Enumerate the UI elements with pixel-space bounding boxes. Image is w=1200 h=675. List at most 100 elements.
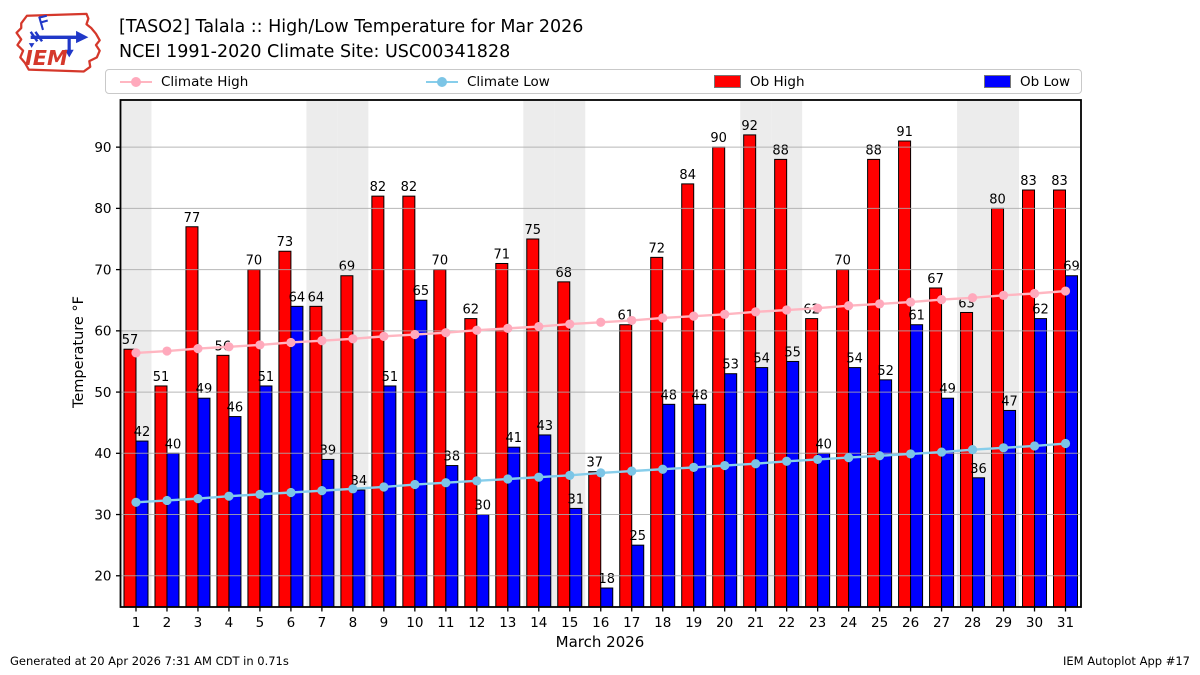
- iowa-outline-icon: IEM: [15, 12, 101, 73]
- ob-low-bar-day-26: [910, 324, 924, 608]
- y-axis-label: Temperature °F: [71, 295, 87, 409]
- climate-high-marker: [627, 315, 637, 326]
- bar-value-label: 64: [289, 290, 306, 305]
- climate-low-marker: [1029, 441, 1040, 451]
- x-tick-label: 13: [499, 615, 516, 631]
- ob-high-bar-day-1: [123, 348, 137, 608]
- bar-value-label: 70: [432, 254, 449, 269]
- ob-low-swatch-icon: [984, 75, 1011, 88]
- bar-value-label: 72: [648, 241, 665, 256]
- x-tick-label: 23: [809, 615, 826, 631]
- y-tick-label: 90: [94, 140, 111, 156]
- climate-low-marker: [224, 491, 234, 501]
- ob-low-bar-day-7: [321, 458, 335, 608]
- legend-item-climate-low: Climate Low: [426, 70, 550, 93]
- climate-high-marker: [565, 319, 575, 329]
- climate-low-marker: [286, 487, 296, 498]
- bar-value-label: 48: [660, 388, 677, 403]
- climate-low-marker: [131, 497, 141, 507]
- bar-value-label: 84: [679, 168, 696, 183]
- iem-logo-text: IEM: [25, 46, 68, 70]
- bar-value-label: 75: [525, 223, 542, 238]
- bar-value-label: 38: [444, 450, 461, 465]
- climate-low-marker: [875, 451, 885, 461]
- bar-value-label: 77: [184, 211, 201, 226]
- ob-low-bar-day-19: [693, 403, 707, 608]
- ob-low-bar-day-15: [569, 507, 583, 608]
- legend-item-ob-high: Ob High: [714, 70, 805, 93]
- bar-value-label: 54: [753, 352, 770, 367]
- climate-low-marker: [967, 445, 978, 455]
- x-tick-label: 5: [256, 615, 265, 631]
- climate-high-marker: [441, 328, 451, 338]
- bar-value-label: 47: [1001, 394, 1018, 409]
- app-credit: IEM Autoplot App #17: [1062, 654, 1190, 668]
- x-tick-label: 6: [287, 615, 296, 631]
- ob-low-bar-day-1: [135, 440, 149, 608]
- climate-high-line-icon: [120, 75, 152, 89]
- bar-value-label: 42: [134, 425, 151, 440]
- climate-low-marker: [844, 452, 854, 463]
- ob-low-bar-day-20: [724, 373, 738, 608]
- climate-low-marker: [782, 456, 792, 466]
- x-tick-label: 2: [163, 615, 172, 631]
- bar-value-label: 62: [463, 303, 480, 318]
- ob-low-bar-day-9: [383, 385, 397, 608]
- ob-high-bar-day-5: [247, 269, 261, 608]
- legend-item-climate-high: Climate High: [120, 70, 248, 93]
- climate-high-marker: [844, 301, 854, 311]
- climate-high-marker: [782, 305, 792, 315]
- ob-low-bar-day-30: [1034, 318, 1048, 608]
- bar-value-label: 68: [555, 266, 572, 281]
- bar-value-label: 69: [339, 260, 356, 275]
- bar-value-label: 46: [227, 401, 244, 416]
- climate-low-marker: [751, 459, 761, 469]
- bar-value-label: 51: [382, 370, 399, 385]
- climate-high-marker: [689, 311, 699, 321]
- bar-value-label: 55: [784, 345, 801, 360]
- x-tick-label: 4: [225, 615, 234, 631]
- legend-label: Climate High: [161, 73, 249, 90]
- ob-high-bar-day-30: [1022, 189, 1036, 608]
- climate-high-marker: [998, 290, 1009, 300]
- climate-low-marker: [534, 472, 544, 482]
- x-tick-label: 9: [380, 615, 389, 631]
- x-tick-label: 12: [468, 615, 485, 631]
- climate-low-marker: [255, 489, 265, 499]
- bar-value-label: 92: [741, 119, 758, 134]
- bar-value-label: 64: [308, 290, 325, 305]
- climate-low-marker: [1060, 438, 1071, 449]
- x-tick-label: 20: [716, 615, 733, 631]
- y-tick-label: 80: [94, 201, 111, 217]
- climate-low-line-icon: [426, 75, 458, 89]
- ob-high-bar-day-3: [185, 226, 199, 608]
- ob-high-bar-day-12: [464, 318, 478, 608]
- bar-value-label: 67: [927, 272, 944, 287]
- ob-high-bar-day-25: [867, 158, 881, 608]
- x-tick-label: 14: [530, 615, 547, 631]
- climate-high-marker: [1060, 286, 1071, 296]
- ob-high-bar-day-10: [402, 195, 416, 608]
- bar-value-label: 36: [970, 462, 987, 477]
- ob-low-bar-day-21: [755, 367, 769, 608]
- bar-value-label: 49: [939, 382, 956, 397]
- bar-value-label: 18: [598, 572, 615, 587]
- ob-high-bar-day-18: [650, 256, 664, 608]
- bar-value-label: 70: [246, 254, 263, 269]
- climate-high-marker: [905, 297, 916, 307]
- legend: Climate High Climate Low Ob High Ob Low: [105, 69, 1082, 94]
- bar-value-label: 57: [122, 333, 139, 348]
- climate-high-marker: [534, 321, 544, 332]
- bar-value-label: 83: [1051, 174, 1068, 189]
- bar-value-label: 91: [896, 125, 913, 140]
- x-tick-label: 29: [995, 615, 1012, 631]
- bar-value-label: 40: [165, 437, 182, 452]
- climate-low-marker: [565, 470, 575, 480]
- climate-low-marker: [472, 476, 482, 486]
- ob-low-bar-day-4: [228, 416, 242, 608]
- ob-high-bar-day-4: [216, 354, 230, 608]
- climate-low-marker: [627, 466, 637, 476]
- ob-high-bar-day-27: [929, 287, 943, 608]
- x-tick-label: 18: [654, 615, 671, 631]
- ob-low-bar-day-2: [166, 452, 180, 608]
